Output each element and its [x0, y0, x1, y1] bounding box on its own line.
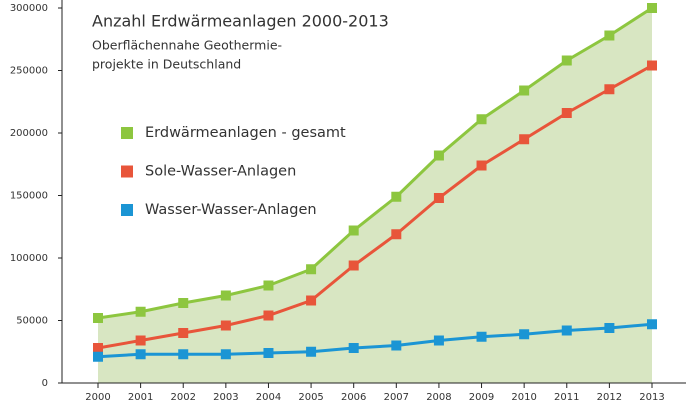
x-tick-label: 2003	[213, 392, 238, 403]
x-tick-label: 2013	[639, 392, 664, 403]
legend-swatch	[121, 165, 133, 178]
y-tick-label: 200000	[10, 128, 48, 139]
marker	[561, 325, 572, 336]
x-tick-label: 2012	[597, 392, 622, 403]
marker	[135, 335, 146, 346]
marker	[561, 108, 572, 118]
marker	[604, 84, 615, 95]
marker	[263, 280, 274, 291]
marker	[93, 351, 103, 362]
marker	[647, 60, 657, 71]
x-tick-label: 2010	[511, 392, 536, 403]
x-tick-label: 2001	[128, 392, 153, 403]
y-tick-label: 0	[42, 378, 48, 389]
marker	[348, 260, 359, 271]
x-tick-label: 2006	[341, 392, 366, 403]
marker	[604, 30, 615, 41]
x-tick-label: 2007	[384, 392, 409, 403]
marker	[391, 191, 402, 202]
marker	[178, 349, 189, 360]
marker	[433, 193, 444, 203]
marker	[433, 150, 444, 161]
chart-title: Anzahl Erdwärmeanlagen 2000-2013	[92, 12, 389, 31]
marker	[178, 298, 189, 308]
legend-swatch	[121, 127, 133, 139]
marker	[306, 346, 317, 357]
x-tick-label: 2008	[426, 392, 451, 403]
marker	[391, 340, 402, 351]
marker	[306, 264, 317, 275]
x-tick-label: 2005	[298, 392, 323, 403]
marker	[93, 313, 103, 323]
marker	[561, 55, 572, 66]
marker	[306, 295, 317, 306]
marker	[135, 349, 146, 360]
y-tick-label: 300000	[10, 3, 48, 14]
marker	[604, 323, 615, 333]
marker	[647, 319, 657, 330]
x-tick-label: 2004	[256, 392, 281, 403]
marker	[220, 320, 231, 331]
marker	[647, 3, 657, 13]
marker	[178, 328, 189, 338]
series-line	[97, 6, 653, 320]
marker	[519, 134, 530, 145]
series-line	[97, 64, 653, 350]
marker	[263, 310, 274, 321]
x-tick-label: 2002	[171, 392, 196, 403]
x-tick-label: 2000	[85, 392, 110, 403]
y-tick-label: 100000	[10, 253, 48, 264]
marker	[348, 225, 359, 236]
marker	[433, 335, 444, 346]
marker	[263, 348, 274, 358]
x-tick-label: 2009	[469, 392, 494, 403]
y-tick-label: 250000	[10, 66, 48, 77]
marker	[476, 160, 487, 171]
legend-label: Sole-Wasser-Anlagen	[145, 164, 296, 180]
y-tick-label: 150000	[10, 191, 48, 202]
legend-label: Wasser-Wasser-Anlagen	[145, 202, 317, 218]
series-line	[97, 322, 653, 359]
area	[98, 8, 652, 383]
chart-subtitle: projekte in Deutschland	[92, 57, 241, 72]
legend-label: Erdwärmeanlagen - gesamt	[145, 125, 346, 141]
marker	[476, 114, 487, 125]
marker	[135, 306, 146, 317]
chart-subtitle: Oberflächennahe Geothermie-	[92, 38, 282, 53]
marker	[220, 349, 231, 360]
y-tick-label: 50000	[16, 316, 48, 327]
marker	[519, 85, 530, 96]
legend-swatch	[121, 204, 133, 216]
marker	[220, 290, 231, 301]
marker	[519, 329, 530, 340]
x-tick-label: 2011	[554, 392, 579, 403]
marker	[476, 331, 487, 342]
marker	[93, 343, 103, 353]
marker	[348, 343, 359, 353]
marker	[391, 229, 402, 240]
